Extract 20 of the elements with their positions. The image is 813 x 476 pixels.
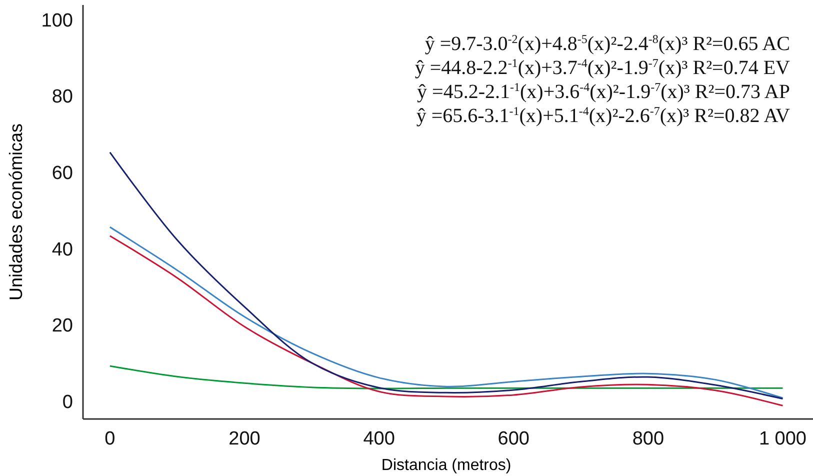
x-tick-label: 0 (104, 428, 116, 450)
x-tick-label: 600 (498, 428, 530, 450)
line-series (109, 365, 784, 390)
y-tick-label: 40 (52, 239, 73, 260)
x-tick-label: 200 (228, 428, 260, 450)
annotation: ŷ =45.2-2.1$^{-1}$(x)+3.6$^{-4}$(x)²-1.9$^{-7}$(x)³ R²=0.73 AP (417, 80, 790, 103)
annotation: ŷ =9.7-3.0$^{-2}$(x)+4.8$^{-5}$(x)²-2.4$^{-8}$(x)³ R²=0.65 AC (424, 32, 790, 55)
line-series (109, 152, 784, 400)
y-tick-label: 0 (62, 392, 73, 413)
y-axis-title: Unidades económicas (6, 123, 26, 301)
annotation: ŷ =44.8-2.2$^{-1}$(x)+3.7$^{-4}$(x)²-1.9$^{-7}$(x)³ R²=0.74 EV (414, 56, 791, 79)
y-tick-label: 80 (52, 86, 73, 108)
x-tick-label: 400 (363, 428, 395, 450)
x-tick-label: 1 000 (758, 428, 806, 450)
x-axis-title: Distancia (metros) (381, 457, 512, 474)
annotation: ŷ =65.6-3.1$^{-1}$(x)+5.1$^{-4}$(x)²-2.6$^{-7}$(x)³ R²=0.82 AV (416, 104, 791, 127)
y-tick-label: 100 (41, 10, 73, 32)
x-tick-label: 800 (632, 428, 664, 450)
y-tick-label: 60 (52, 162, 73, 184)
y-tick-label: 20 (52, 316, 73, 337)
